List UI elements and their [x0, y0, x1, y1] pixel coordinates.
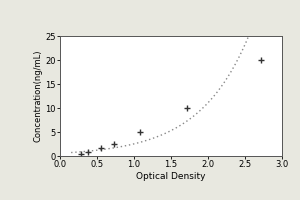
Y-axis label: Concentration(ng/mL): Concentration(ng/mL) — [34, 50, 43, 142]
X-axis label: Optical Density: Optical Density — [136, 172, 206, 181]
